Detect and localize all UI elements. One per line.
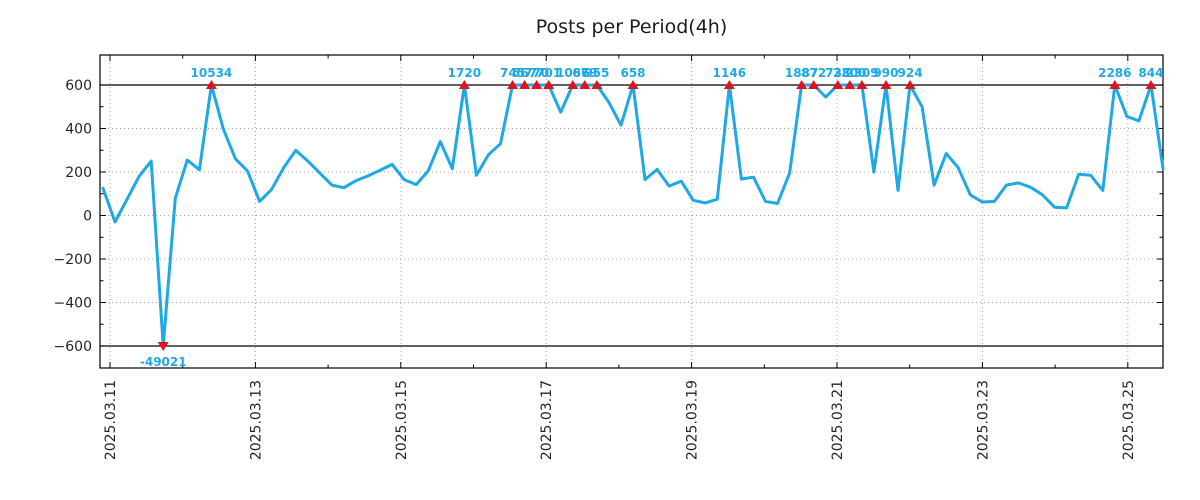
clip-marker-up (543, 80, 555, 89)
svg-text:−400: −400 (54, 296, 92, 312)
clip-marker-up (808, 80, 820, 89)
tick-marks (100, 55, 1163, 368)
peak-markers (157, 80, 1157, 351)
clip-marker-up (519, 80, 531, 89)
clip-marker-up (1109, 80, 1121, 89)
clip-threshold-lines (100, 84, 1163, 347)
clip-marker-up (627, 80, 639, 89)
clip-marker-up (723, 80, 735, 89)
clip-marker-up (904, 80, 916, 89)
chart-title: Posts per Period(4h) (535, 16, 728, 38)
clip-marker-up (567, 80, 579, 89)
clip-marker-up (832, 80, 844, 89)
svg-text:1086: 1086 (556, 66, 589, 80)
svg-text:2286: 2286 (1098, 66, 1131, 80)
clip-marker-up (458, 80, 470, 89)
clip-marker-up (1145, 80, 1157, 89)
clip-marker-up (531, 80, 543, 89)
svg-text:0: 0 (83, 209, 92, 225)
svg-text:400: 400 (65, 122, 92, 138)
plot-border (99, 54, 1164, 369)
svg-text:200: 200 (65, 165, 92, 181)
svg-text:2300: 2300 (833, 66, 866, 80)
clip-marker-down (157, 342, 169, 351)
svg-text:745: 745 (500, 66, 525, 80)
svg-text:1887: 1887 (785, 66, 818, 80)
svg-text:1720: 1720 (448, 66, 481, 80)
svg-text:658: 658 (620, 66, 645, 80)
svg-text:2025.03.17: 2025.03.17 (539, 380, 555, 460)
svg-text:−600: −600 (54, 339, 92, 355)
svg-text:701: 701 (536, 66, 561, 80)
svg-text:1146: 1146 (713, 66, 746, 80)
svg-text:990: 990 (873, 66, 898, 80)
svg-text:738: 738 (825, 66, 850, 80)
svg-text:2025.03.11: 2025.03.11 (103, 380, 119, 460)
clip-marker-up (844, 80, 856, 89)
svg-text:2025.03.19: 2025.03.19 (685, 380, 701, 460)
svg-text:600: 600 (65, 78, 92, 94)
x-axis-labels: 2025.03.11 2025.03.13 2025.03.15 2025.03.17… (103, 380, 1137, 460)
clip-marker-up (591, 80, 603, 89)
svg-text:2025.03.13: 2025.03.13 (248, 380, 264, 460)
svg-text:770: 770 (524, 66, 549, 80)
svg-text:924: 924 (898, 66, 923, 80)
clip-marker-up (507, 80, 519, 89)
svg-text:2309: 2309 (845, 66, 878, 80)
svg-text:679: 679 (572, 66, 597, 80)
clip-marker-up (796, 80, 808, 89)
svg-text:2025.03.21: 2025.03.21 (830, 380, 846, 460)
svg-text:2025.03.15: 2025.03.15 (394, 380, 410, 460)
clip-marker-up (856, 80, 868, 89)
gridlines (100, 55, 1163, 368)
y-axis-labels: 600 400 200 0 −200 −400 −600 (54, 78, 92, 355)
svg-text:10534: 10534 (191, 66, 233, 80)
svg-text:-49021: -49021 (140, 355, 187, 369)
svg-text:844: 844 (1138, 66, 1163, 80)
svg-text:955: 955 (584, 66, 609, 80)
svg-text:2025.03.25: 2025.03.25 (1121, 380, 1137, 460)
svg-text:2025.03.23: 2025.03.23 (975, 380, 991, 460)
clip-marker-up (880, 80, 892, 89)
svg-text:−200: −200 (54, 252, 92, 268)
clip-marker-up (579, 80, 591, 89)
svg-text:872: 872 (801, 66, 826, 80)
clip-marker-up (205, 80, 217, 89)
svg-text:567: 567 (512, 66, 537, 80)
